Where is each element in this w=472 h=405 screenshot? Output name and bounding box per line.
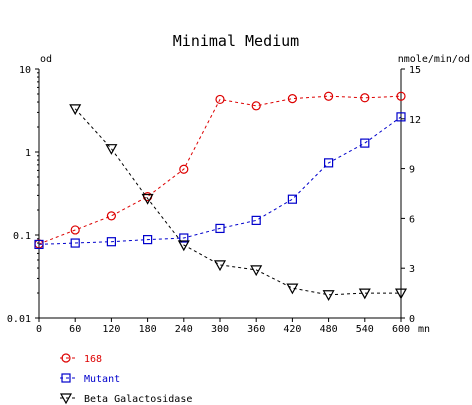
- y-left-tick-label: 0.1: [13, 231, 31, 242]
- x-tick-label: 360: [247, 324, 265, 335]
- x-tick-label: 540: [356, 324, 374, 335]
- data-point: [360, 93, 370, 103]
- y-right-tick-label: 9: [409, 165, 415, 176]
- series-line: [38, 116, 402, 245]
- x-tick-label: 480: [320, 324, 338, 335]
- data-point: [106, 211, 117, 221]
- data-point: [396, 112, 406, 122]
- data-point: [141, 193, 154, 205]
- y-right-tick-label: 0: [409, 314, 415, 325]
- data-point: [360, 138, 370, 148]
- data-point: [69, 104, 82, 116]
- x-tick-label: 240: [175, 324, 193, 335]
- x-tick-label: 600: [392, 324, 410, 335]
- legend-item: 168: [60, 353, 102, 365]
- y-left-tick-label: 0.01: [7, 314, 31, 325]
- legend-marker: [61, 373, 71, 383]
- x-axis-unit: mn: [418, 324, 430, 335]
- data-point: [70, 225, 80, 235]
- x-tick-label: 300: [211, 324, 229, 335]
- series-3: [69, 104, 408, 301]
- data-point: [177, 240, 190, 252]
- y-left-tick-label: 10: [19, 65, 31, 76]
- y-left-axis-label: od: [40, 54, 52, 65]
- y-right-tick-label: 6: [409, 214, 415, 225]
- data-point: [251, 215, 261, 225]
- data-point: [105, 144, 118, 155]
- data-point: [286, 283, 299, 295]
- series-layer: [34, 91, 408, 301]
- legend-item: Beta Galactosidase: [59, 393, 192, 405]
- series-line: [38, 95, 402, 245]
- y-right-tick-label: 15: [409, 65, 421, 76]
- y-right-tick-label: 12: [409, 115, 421, 126]
- data-point: [179, 164, 189, 174]
- data-point: [324, 91, 334, 101]
- legend-item: Mutant: [60, 373, 120, 385]
- data-point: [215, 94, 225, 105]
- legend-marker: [59, 393, 73, 405]
- x-tick-label: 120: [102, 324, 120, 335]
- data-point: [106, 237, 117, 247]
- legend: 168 Mutant Beta Galactosidase: [59, 353, 192, 405]
- x-tick-label: 420: [283, 324, 301, 335]
- data-point: [213, 260, 227, 272]
- x-tick-label: 180: [139, 324, 157, 335]
- legend-label: Beta Galactosidase: [84, 394, 192, 405]
- data-point: [250, 265, 263, 277]
- data-point: [287, 194, 297, 204]
- axes: 0 60 120 180 240 300 360 420 480 540 6000.010.1110…: [7, 65, 421, 335]
- legend-marker: [61, 353, 71, 363]
- x-tick-label: 60: [69, 324, 81, 335]
- data-point: [70, 238, 80, 248]
- data-point: [394, 288, 408, 300]
- legend-label: 168: [84, 354, 102, 365]
- data-point: [358, 288, 371, 300]
- y-left-tick-label: 1: [25, 148, 31, 159]
- chart-title: Minimal Medium: [173, 32, 299, 50]
- data-point: [215, 223, 225, 234]
- x-tick-label: 0: [36, 324, 42, 335]
- legend-label: Mutant: [84, 374, 120, 385]
- data-point: [143, 235, 153, 245]
- data-point: [322, 290, 335, 301]
- y-right-tick-label: 3: [409, 264, 415, 275]
- data-point: [287, 93, 297, 104]
- data-point: [251, 101, 261, 111]
- data-point: [34, 239, 44, 250]
- data-point: [179, 233, 189, 243]
- data-point: [324, 158, 334, 168]
- y-right-axis-label: nmole/min/od: [398, 54, 470, 65]
- series-line: [74, 108, 401, 296]
- data-point: [396, 91, 406, 101]
- series-2: [34, 112, 406, 250]
